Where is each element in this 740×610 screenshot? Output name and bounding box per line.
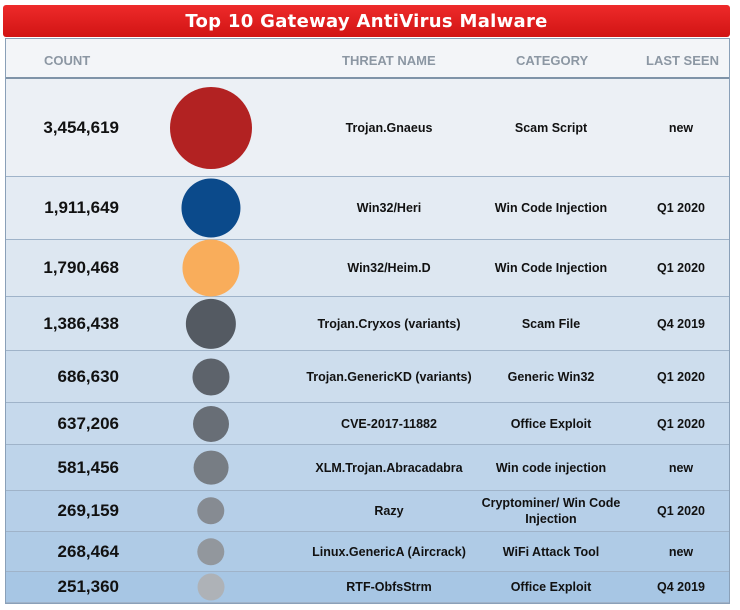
count-bubble xyxy=(193,405,229,442)
table-row: 1,790,468 Win32/Heim.D Win Code Injection Q… xyxy=(6,239,729,297)
threat-name: Win32/Heim.D xyxy=(347,261,431,275)
threat-name: RTF-ObfsStrm xyxy=(346,580,432,594)
last-seen: Q4 2019 xyxy=(657,316,705,331)
count-bubble xyxy=(192,357,230,396)
table-row: 251,360 RTF-ObfsStrm Office Exploit Q4 2019 xyxy=(6,572,729,603)
count-bubble xyxy=(197,573,225,601)
threat-name: Win32/Heri xyxy=(356,201,422,215)
count-value: 251,360 xyxy=(57,577,119,596)
last-seen: Q1 2020 xyxy=(657,504,705,518)
last-seen: new xyxy=(668,120,694,135)
threat-category: Scam Script xyxy=(514,120,588,135)
last-seen: Q4 2019 xyxy=(657,580,705,594)
threat-category: WiFi Attack Tool xyxy=(502,544,600,559)
header-threat-name: THREAT NAME xyxy=(342,53,436,68)
table-row: 1,386,438 Trojan.Cryxos (variants) Scam Fi… xyxy=(6,297,729,351)
table-row: 268,464 Linux.GenericA (Aircrack) WiFi Att… xyxy=(6,532,729,572)
count-value: 581,456 xyxy=(57,457,119,477)
table-row: 3,454,619 Trojan.Gnaeus Scam Script new xyxy=(6,79,729,177)
threat-category: Scam File xyxy=(521,316,581,331)
count-value: 637,206 xyxy=(57,413,119,433)
threat-category: Office Exploit xyxy=(510,580,592,594)
threat-category: Win code injection xyxy=(495,460,607,475)
count-value: 1,790,468 xyxy=(43,258,119,277)
count-value: 1,911,649 xyxy=(44,198,119,217)
threat-category: Win Code Injection xyxy=(494,261,608,275)
threat-category: Win Code Injection xyxy=(494,201,608,215)
table-row: 1,911,649 Win32/Heri Win Code Injection Q1 … xyxy=(6,177,729,240)
threat-name: Trojan.Cryxos (variants) xyxy=(317,316,461,331)
table-row: 269,159 Razy Cryptominer/ Win Code Injecti… xyxy=(6,491,729,532)
last-seen: Q1 2020 xyxy=(657,369,705,384)
threat-category: Generic Win32 xyxy=(507,369,595,384)
threat-category: Cryptominer/ Win Code Injection xyxy=(481,496,621,526)
count-bubble xyxy=(197,497,225,525)
last-seen: Q1 2020 xyxy=(657,416,705,431)
table-header: COUNT THREAT NAME CATEGORY LAST SEEN xyxy=(6,39,729,79)
count-bubble xyxy=(170,86,252,169)
threat-name: Trojan.GenericKD (variants) xyxy=(306,369,472,384)
table-row: 686,630 Trojan.GenericKD (variants) Generi… xyxy=(6,351,729,403)
count-bubble xyxy=(185,298,237,349)
last-seen: new xyxy=(668,544,694,559)
header-category: CATEGORY xyxy=(516,53,589,68)
count-bubble xyxy=(182,239,240,297)
malware-table-chart: Top 10 Gateway AntiVirus Malware COUNT T… xyxy=(3,0,730,605)
chart-title: Top 10 Gateway AntiVirus Malware xyxy=(3,5,730,37)
count-value: 269,159 xyxy=(57,501,119,520)
threat-category: Office Exploit xyxy=(510,416,592,431)
threat-name: Linux.GenericA (Aircrack) xyxy=(312,544,466,559)
count-value: 3,454,619 xyxy=(43,117,119,137)
threat-name: XLM.Trojan.Abracadabra xyxy=(315,460,463,475)
count-value: 268,464 xyxy=(57,541,119,561)
data-table: COUNT THREAT NAME CATEGORY LAST SEEN 3,4… xyxy=(5,38,730,604)
threat-name: Trojan.Gnaeus xyxy=(345,120,433,135)
count-bubble xyxy=(193,450,229,485)
header-count: COUNT xyxy=(44,53,91,68)
count-bubble xyxy=(197,537,225,566)
threat-name: Razy xyxy=(374,504,404,518)
header-last-seen: LAST SEEN xyxy=(646,53,719,68)
last-seen: Q1 2020 xyxy=(657,261,705,275)
table-row: 637,206 CVE-2017-11882 Office Exploit Q1 20… xyxy=(6,403,729,445)
table-row: 581,456 XLM.Trojan.Abracadabra Win code in… xyxy=(6,445,729,491)
last-seen: new xyxy=(668,460,694,475)
count-value: 686,630 xyxy=(57,366,119,386)
count-bubble xyxy=(181,178,241,238)
last-seen: Q1 2020 xyxy=(657,201,705,215)
count-value: 1,386,438 xyxy=(43,313,119,333)
threat-name: CVE-2017-11882 xyxy=(341,416,437,431)
